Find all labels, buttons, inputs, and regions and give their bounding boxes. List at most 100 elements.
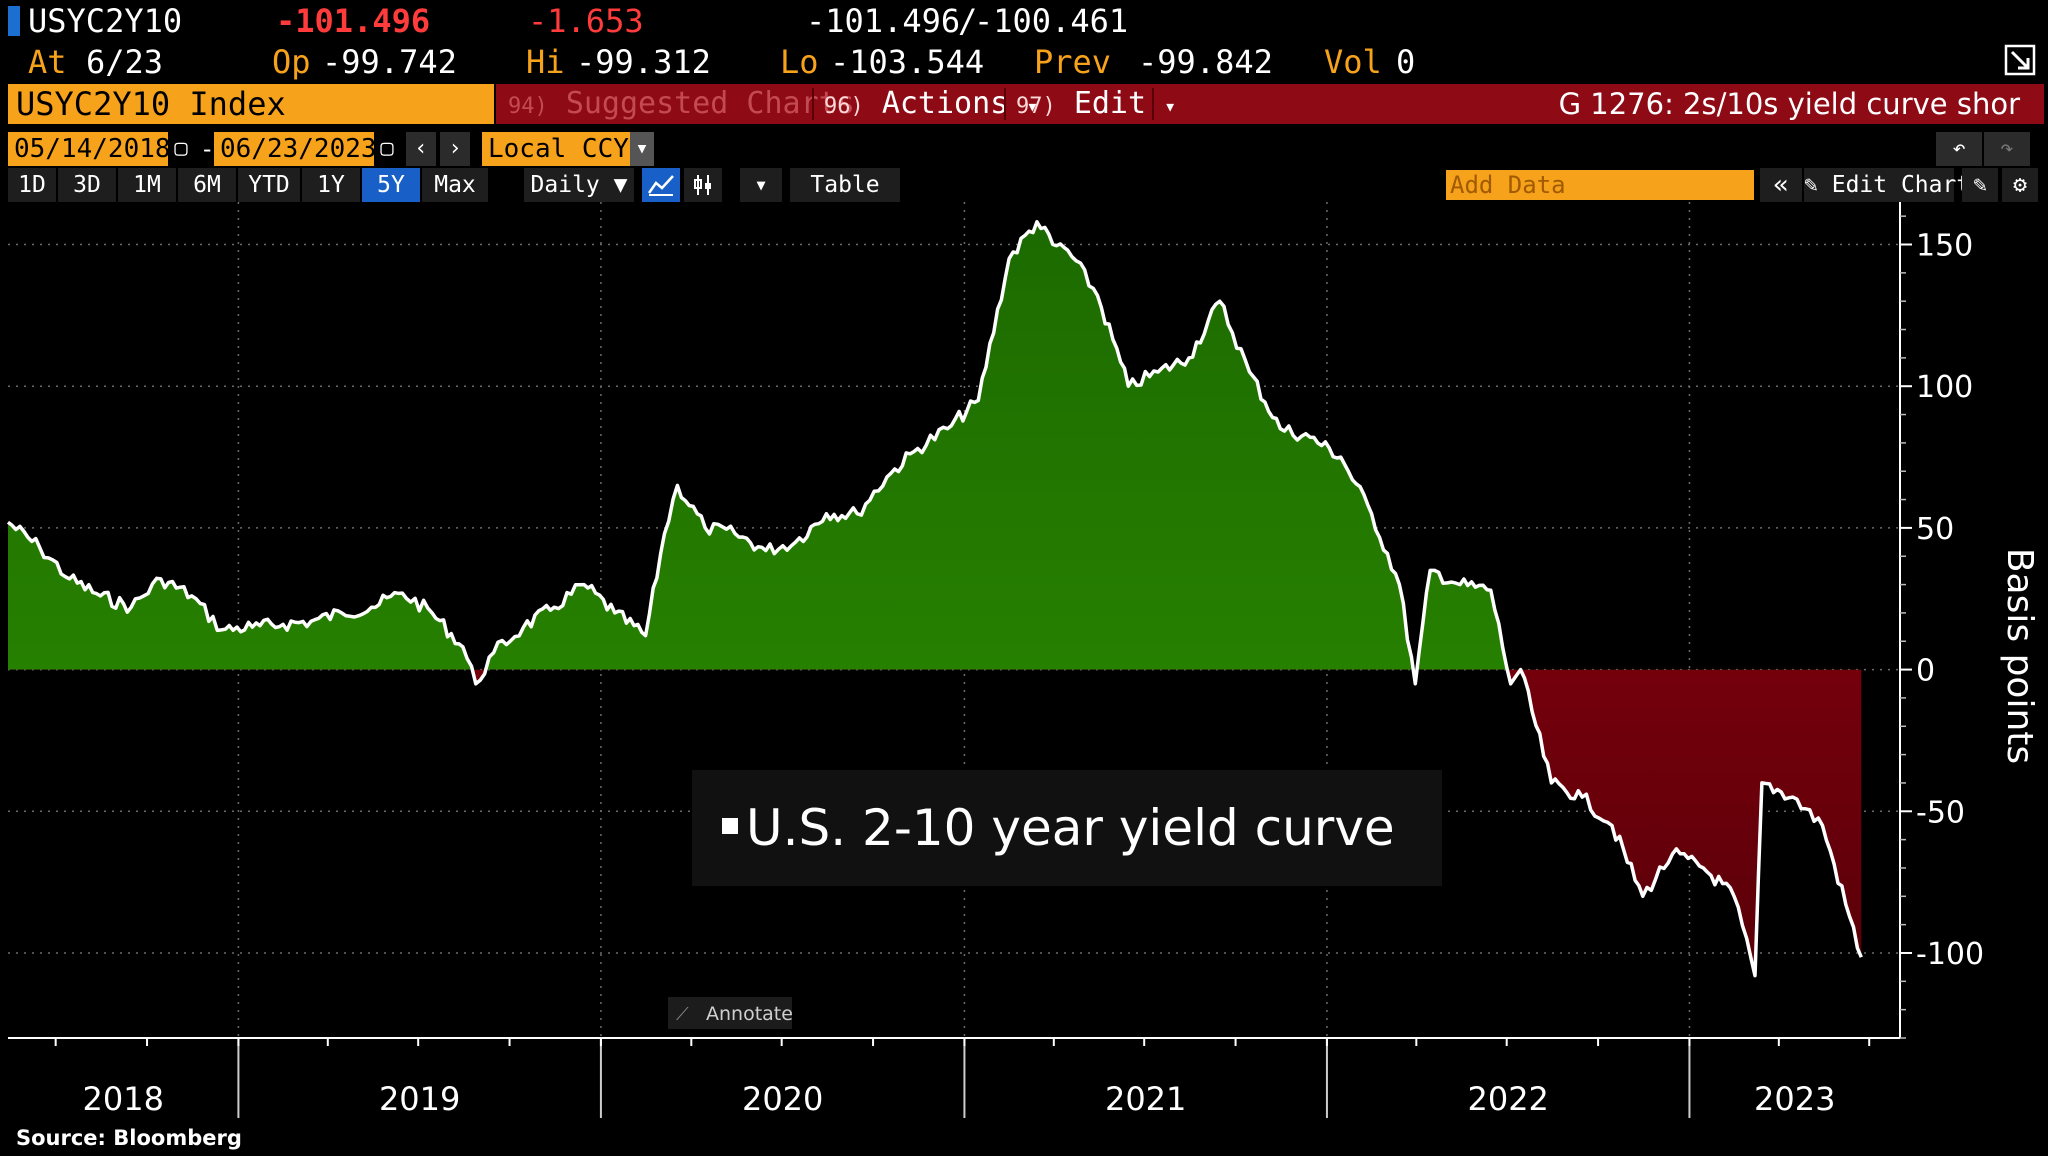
menu-divider	[1152, 88, 1154, 120]
expand-icon[interactable]	[2004, 44, 2036, 76]
low-value: -103.544	[830, 43, 985, 81]
period-button-ytd[interactable]: YTD	[238, 168, 300, 202]
x-tick-label: 2021	[1105, 1080, 1186, 1118]
bid-ask-separator: /	[958, 2, 978, 40]
y-axis: -100 -50 0 50 100 150	[1899, 202, 1984, 1039]
prev-value: -99.842	[1138, 43, 1273, 81]
add-data-input[interactable]: Add Data	[1446, 170, 1754, 200]
next-range-button[interactable]: ›	[440, 132, 470, 166]
positive-area	[8, 221, 1508, 670]
y-axis-label: Basis points	[1999, 548, 2040, 764]
y-tick-label: 150	[1916, 229, 1973, 264]
y-tick-label: 100	[1916, 370, 1973, 405]
date-range-dash: -	[200, 135, 215, 163]
ask-price: -100.461	[974, 2, 1129, 40]
graph-title: G 1276: 2s/10s yield curve shor	[1558, 87, 2020, 121]
menu-bar: USYC2Y10 Index 94) Suggested Charts 96) …	[0, 84, 2048, 124]
open-label: Op	[272, 43, 311, 81]
menu-divider	[812, 88, 814, 120]
suggested-charts-number: 94)	[508, 94, 548, 119]
edit-chart-button[interactable]: ✎ Edit Chart	[1804, 168, 1970, 202]
annotate-label: Annotate	[706, 1003, 793, 1025]
period-button-max[interactable]: Max	[422, 168, 488, 202]
annotate-button[interactable]: ⟋ Annotate	[668, 997, 793, 1029]
y-tick-label: 50	[1916, 512, 1954, 547]
low-label: Lo	[780, 43, 819, 81]
bid-price: -101.496	[806, 2, 961, 40]
security-field[interactable]: USYC2Y10 Index	[8, 84, 494, 124]
y-tick-label: -100	[1916, 937, 1984, 972]
actions-label: Actions	[881, 86, 1009, 121]
candlestick-icon[interactable]	[684, 168, 722, 202]
start-date-input[interactable]: 05/14/2018	[8, 132, 171, 166]
currency-select[interactable]: Local CCY	[482, 132, 630, 166]
y-tick-label: 0	[1916, 654, 1935, 689]
prev-label: Prev	[1034, 43, 1112, 81]
chart-toolbar: 1D 3D 1M 6M YTD 1Y 5Y Max Daily ▼ ▾ Table Add D…	[0, 168, 2048, 202]
x-tick-label: 2019	[379, 1080, 460, 1118]
edit-label: Edit	[1073, 86, 1147, 121]
chevron-down-icon[interactable]: ▾	[630, 132, 654, 166]
security-indicator	[8, 6, 20, 36]
stats-row: At 6/23 Op -99.742 Hi -99.312 Lo -103.54…	[0, 42, 2048, 82]
edit-number: 97)	[1016, 94, 1056, 119]
period-button-1y[interactable]: 1Y	[302, 168, 360, 202]
x-tick-label: 2023	[1754, 1080, 1835, 1118]
legend-label: U.S. 2-10 year yield curve	[746, 799, 1395, 857]
x-tick-label: 2020	[742, 1080, 823, 1118]
calendar-icon[interactable]: ▢	[376, 132, 398, 166]
annotate-background	[668, 997, 792, 1029]
ticker-label: USYC2Y10	[28, 2, 183, 40]
end-date-input[interactable]: 06/23/2023	[214, 132, 377, 166]
x-tick-label: 2018	[82, 1080, 163, 1118]
table-button[interactable]: Table	[790, 168, 900, 202]
suggested-charts-menu[interactable]: 94) Suggested Charts	[508, 84, 855, 124]
chart-type-dropdown-icon[interactable]: ▾	[740, 168, 782, 202]
net-change: -1.653	[528, 2, 644, 40]
y-tick-label: -50	[1916, 795, 1965, 830]
menu-strip: 94) Suggested Charts 96) Actions ▾ 97) E…	[496, 84, 2044, 124]
undo-icon[interactable]: ↶	[1936, 132, 1982, 166]
gear-icon[interactable]: ⚙	[2002, 168, 2038, 202]
collapse-icon[interactable]: «	[1760, 168, 1802, 202]
date-range-row: 05/14/2018 ▢ - 06/23/2023 ▢ ‹ › Local CC…	[0, 132, 2048, 166]
prev-range-button[interactable]: ‹	[406, 132, 436, 166]
annotate-icon: ⟋	[676, 1004, 689, 1025]
legend-swatch	[722, 818, 738, 834]
menu-divider	[1004, 88, 1006, 120]
at-value: 6/23	[86, 43, 164, 81]
volume-value: 0	[1396, 43, 1416, 81]
open-value: -99.742	[322, 43, 457, 81]
high-label: Hi	[526, 43, 565, 81]
chart-edit-icon[interactable]: ✎	[1962, 168, 1998, 202]
period-button-3d[interactable]: 3D	[58, 168, 116, 202]
actions-dropdown-icon: ▾	[1026, 94, 1039, 118]
series-line	[6, 220, 1863, 978]
edit-dropdown-icon: ▾	[1164, 94, 1177, 118]
high-value: -99.312	[576, 43, 711, 81]
x-tick-label: 2022	[1467, 1080, 1548, 1118]
line-chart-icon[interactable]	[642, 168, 680, 202]
period-button-1m[interactable]: 1M	[118, 168, 176, 202]
period-button-1d[interactable]: 1D	[8, 168, 56, 202]
legend: U.S. 2-10 year yield curve	[692, 770, 1442, 886]
negative-area	[8, 669, 1862, 976]
calendar-icon[interactable]: ▢	[170, 132, 192, 166]
period-button-6m[interactable]: 6M	[178, 168, 236, 202]
edit-chart-label: Edit Chart	[1831, 172, 1971, 198]
source-label: Source: Bloomberg	[16, 1126, 242, 1150]
edit-menu[interactable]: 97) Edit ▾	[1016, 84, 1176, 124]
legend-box	[692, 770, 1442, 886]
pencil-icon: ✎	[1804, 172, 1818, 198]
last-price: -101.496	[276, 2, 431, 40]
redo-icon[interactable]: ↷	[1984, 132, 2030, 166]
period-button-5y[interactable]: 5Y	[362, 168, 420, 202]
quote-row: USYC2Y10 -101.496 -1.653 -101.496 / -100…	[0, 0, 2048, 42]
actions-number: 96)	[824, 94, 864, 119]
at-label: At	[28, 43, 67, 81]
x-axis: 2018 2019 2020 2021 2022 2023	[8, 1037, 1900, 1118]
suggested-charts-label: Suggested Charts	[565, 86, 855, 121]
actions-menu[interactable]: 96) Actions ▾	[824, 84, 1038, 124]
frequency-select[interactable]: Daily ▼	[524, 168, 634, 202]
